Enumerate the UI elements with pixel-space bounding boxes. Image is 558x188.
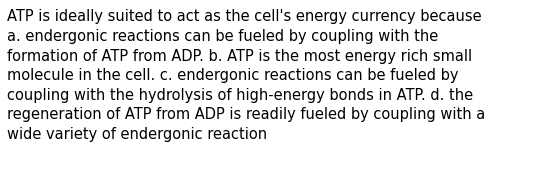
Text: ATP is ideally suited to act as the cell's energy currency because
a. endergonic: ATP is ideally suited to act as the cell… <box>7 9 485 142</box>
